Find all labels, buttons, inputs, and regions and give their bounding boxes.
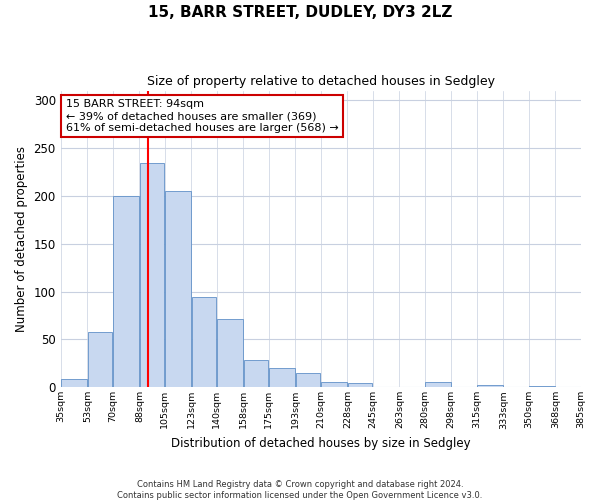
Bar — [217, 320, 243, 388]
Bar — [296, 373, 320, 388]
Bar — [191, 298, 217, 388]
Bar — [244, 360, 268, 388]
Bar — [113, 196, 139, 388]
Bar — [140, 164, 164, 388]
Bar — [529, 386, 555, 388]
Bar — [165, 191, 191, 388]
Bar — [269, 368, 295, 388]
Text: 15, BARR STREET, DUDLEY, DY3 2LZ: 15, BARR STREET, DUDLEY, DY3 2LZ — [148, 5, 452, 20]
X-axis label: Distribution of detached houses by size in Sedgley: Distribution of detached houses by size … — [171, 437, 470, 450]
Bar — [88, 332, 112, 388]
Title: Size of property relative to detached houses in Sedgley: Size of property relative to detached ho… — [146, 75, 494, 88]
Bar — [61, 378, 87, 388]
Bar — [321, 382, 347, 388]
Y-axis label: Number of detached properties: Number of detached properties — [15, 146, 28, 332]
Bar — [347, 384, 373, 388]
Bar — [477, 386, 503, 388]
Bar — [425, 382, 451, 388]
Text: 15 BARR STREET: 94sqm
← 39% of detached houses are smaller (369)
61% of semi-det: 15 BARR STREET: 94sqm ← 39% of detached … — [66, 100, 338, 132]
Text: Contains HM Land Registry data © Crown copyright and database right 2024.
Contai: Contains HM Land Registry data © Crown c… — [118, 480, 482, 500]
